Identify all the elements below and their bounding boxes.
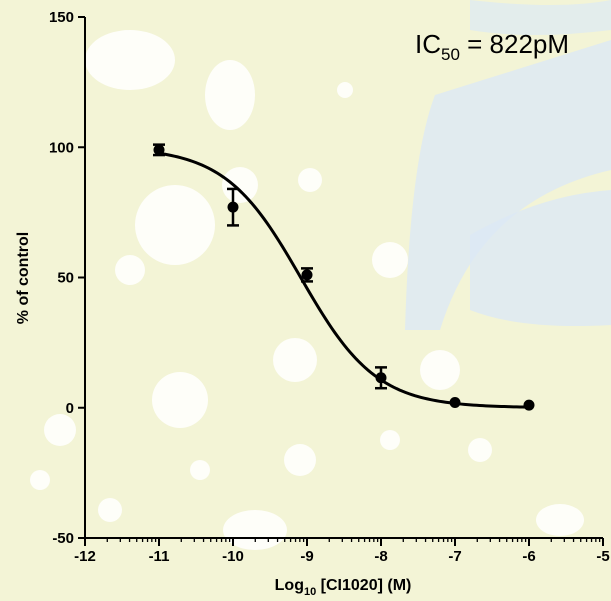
background-blob <box>30 470 50 490</box>
background-blob <box>337 82 353 98</box>
background-blob <box>98 498 122 522</box>
background-blob <box>115 255 145 285</box>
y-axis-label: % of control <box>15 232 32 324</box>
x-tick-label: -10 <box>222 548 244 565</box>
background-blob <box>85 30 175 90</box>
y-tick-label: 50 <box>57 270 74 287</box>
x-axis-label-sub: 10 <box>304 586 316 598</box>
background-blob <box>273 338 317 382</box>
background-blob <box>135 185 215 265</box>
data-point <box>153 144 165 156</box>
x-tick-label: -8 <box>374 548 387 565</box>
data-point <box>523 399 535 411</box>
data-point <box>375 372 387 384</box>
background-blob <box>205 60 255 130</box>
background-stripe <box>405 40 611 330</box>
data-point <box>301 269 313 281</box>
y-tick-label: 150 <box>49 9 74 26</box>
data-point <box>227 201 239 213</box>
x-axis-label: Log10 [CI1020] (M) <box>275 577 412 598</box>
background-blob <box>298 168 322 192</box>
data-point <box>449 397 461 409</box>
background-blob <box>420 350 460 390</box>
background-blob <box>222 167 258 203</box>
background-blob <box>372 242 408 278</box>
y-tick-label: 0 <box>66 400 74 417</box>
x-tick-label: -6 <box>522 548 535 565</box>
x-tick-label: -9 <box>300 548 313 565</box>
background-blob <box>468 438 492 462</box>
axes: -12 -11 -10 -9 -8 -7 -6 -5 -50 0 50 100 150 <box>49 9 610 565</box>
ic50-annotation: IC50 = 822pM <box>415 29 569 64</box>
background-blob <box>190 460 210 480</box>
x-tick-label: -7 <box>448 548 461 565</box>
fit-curve <box>158 151 530 409</box>
ic50-rest: = 822pM <box>460 29 569 59</box>
background-blob <box>152 372 208 428</box>
fit-curve-group <box>158 151 530 409</box>
background-blob <box>536 504 584 536</box>
data-points <box>153 143 535 411</box>
x-axis-label-rest: [CI1020] (M) <box>316 577 411 594</box>
background-blob <box>223 510 287 550</box>
background-blob <box>284 444 316 476</box>
background-stripe <box>470 190 611 326</box>
x-tick-label: -5 <box>596 548 609 565</box>
background-blob <box>380 430 400 450</box>
y-tick-label: -50 <box>52 530 74 547</box>
background-stripe <box>470 0 611 35</box>
x-tick-label: -12 <box>74 548 96 565</box>
x-axis-label-main: Log <box>275 577 304 594</box>
ic50-prefix: IC <box>415 29 441 59</box>
x-tick-label: -11 <box>149 548 170 565</box>
background-blob <box>44 414 76 446</box>
y-tick-label: 100 <box>49 139 74 156</box>
ic50-sub: 50 <box>441 45 460 64</box>
